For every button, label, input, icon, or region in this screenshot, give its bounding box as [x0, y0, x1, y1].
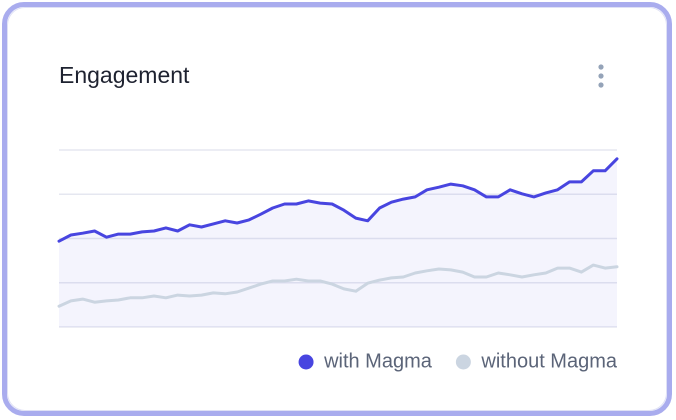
- legend: without Magma with Magma: [298, 350, 618, 372]
- grid: [59, 149, 617, 328]
- menu-dot[interactable]: [598, 82, 604, 88]
- area: [59, 158, 617, 327]
- areas: [59, 158, 617, 327]
- chart-title: Engagement: [59, 62, 190, 88]
- legend-label: without Magma: [480, 350, 617, 372]
- card-border: [7, 7, 667, 411]
- card: [2, 2, 672, 416]
- menu-button[interactable]: [598, 64, 604, 88]
- line: [57, 263, 619, 308]
- legend-label: with Magma: [323, 350, 433, 372]
- lines: [57, 157, 619, 308]
- legend-swatch: [298, 354, 314, 370]
- menu-dot[interactable]: [598, 73, 604, 79]
- legend-swatch: [455, 354, 471, 370]
- line: [57, 157, 619, 243]
- menu-dot[interactable]: [598, 64, 604, 70]
